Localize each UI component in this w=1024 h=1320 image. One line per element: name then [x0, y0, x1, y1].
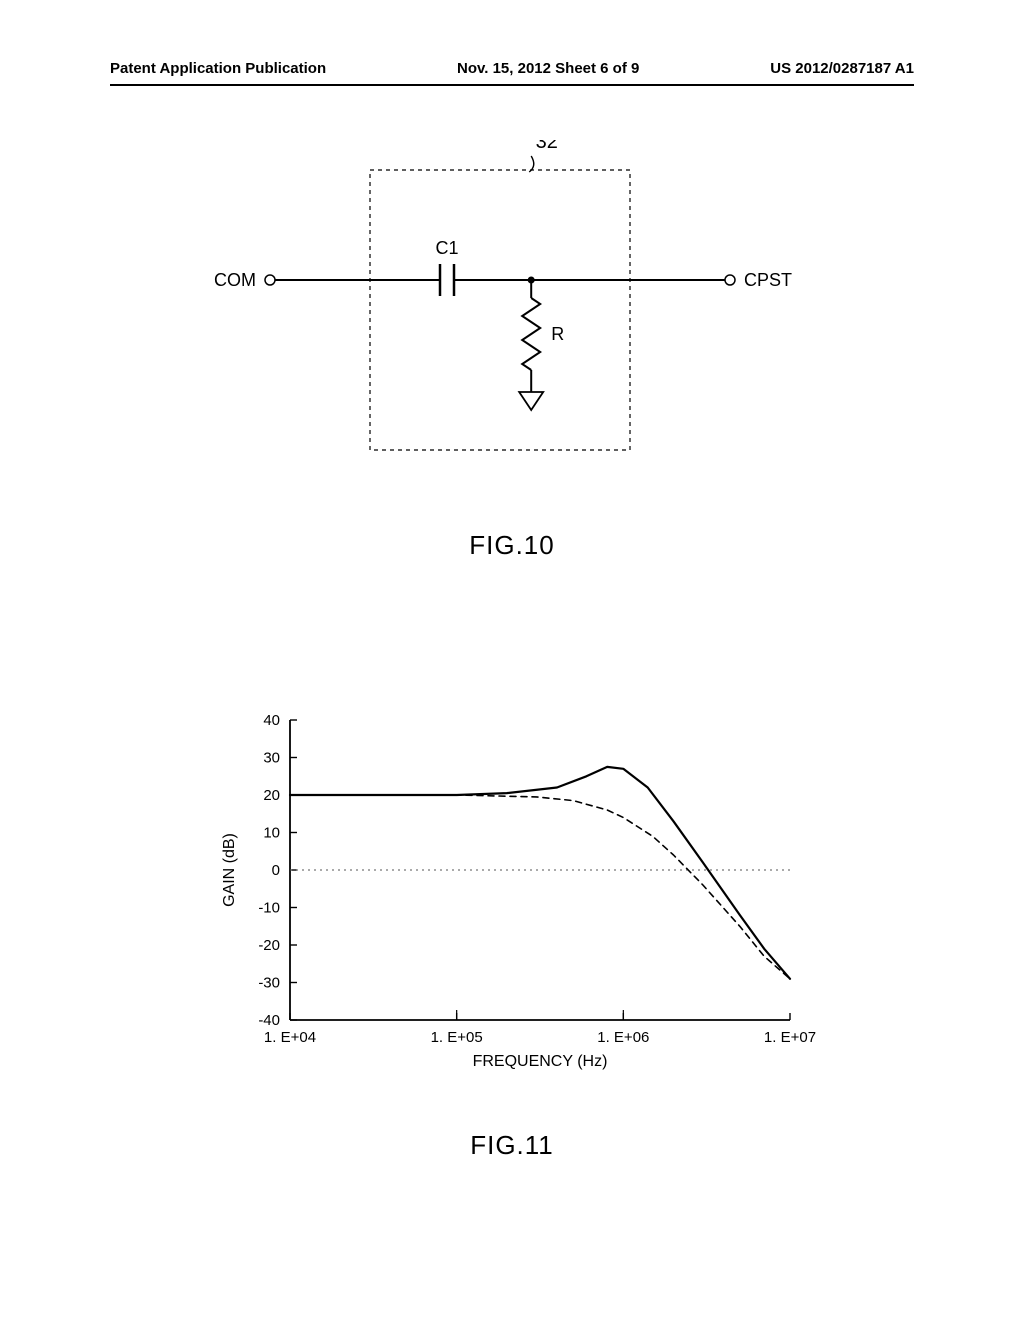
x-axis-label: FREQUENCY (Hz): [473, 1053, 608, 1070]
ytick-label: -40: [258, 1012, 280, 1029]
figure-11: -40 -30 -20 -10 0 10 20 30 40 1. E+04 1. E+05 1. E+…: [0, 700, 1024, 1100]
xtick-label: 1. E+06: [597, 1029, 649, 1046]
figure-11-svg: -40 -30 -20 -10 0 10 20 30 40 1. E+04 1. E+05 1. E+…: [0, 700, 1024, 1100]
res-label: R: [551, 324, 564, 344]
ytick-label: 40: [263, 712, 280, 729]
ytick-label: -10: [258, 900, 280, 917]
cap-label: C1: [435, 238, 458, 258]
terminal-com-label: COM: [214, 270, 256, 290]
figure-10-svg: 32 COM C1 CPST R: [0, 140, 1024, 520]
ytick-label: -30: [258, 975, 280, 992]
circuit-box: [370, 170, 630, 450]
xtick-label: 1. E+04: [264, 1029, 316, 1046]
ytick-label: -20: [258, 937, 280, 954]
header-center: Nov. 15, 2012 Sheet 6 of 9: [457, 60, 639, 77]
resistor-zigzag: [522, 298, 540, 370]
terminal-cpst: [725, 275, 735, 285]
xtick-label: 1. E+05: [431, 1029, 483, 1046]
ground-icon: [519, 392, 543, 410]
series-solid: [290, 767, 790, 979]
figure-11-caption: FIG.11: [0, 1130, 1024, 1161]
figure-10: 32 COM C1 CPST R: [0, 140, 1024, 520]
header-left: Patent Application Publication: [110, 60, 326, 77]
series-dashed: [290, 795, 790, 979]
figure-10-caption: FIG.10: [0, 530, 1024, 561]
ytick-label: 10: [263, 825, 280, 842]
block-label: 32: [536, 140, 558, 153]
terminal-com: [265, 275, 275, 285]
ytick-label: 0: [272, 862, 280, 879]
ytick-label: 30: [263, 750, 280, 767]
ytick-label: 20: [263, 787, 280, 804]
page-header: Patent Application Publication Nov. 15, …: [0, 60, 1024, 77]
y-axis-label: GAIN (dB): [221, 833, 238, 907]
xtick-label: 1. E+07: [764, 1029, 816, 1046]
header-right: US 2012/0287187 A1: [770, 60, 914, 77]
terminal-cpst-label: CPST: [744, 270, 792, 290]
header-rule: [110, 84, 914, 86]
